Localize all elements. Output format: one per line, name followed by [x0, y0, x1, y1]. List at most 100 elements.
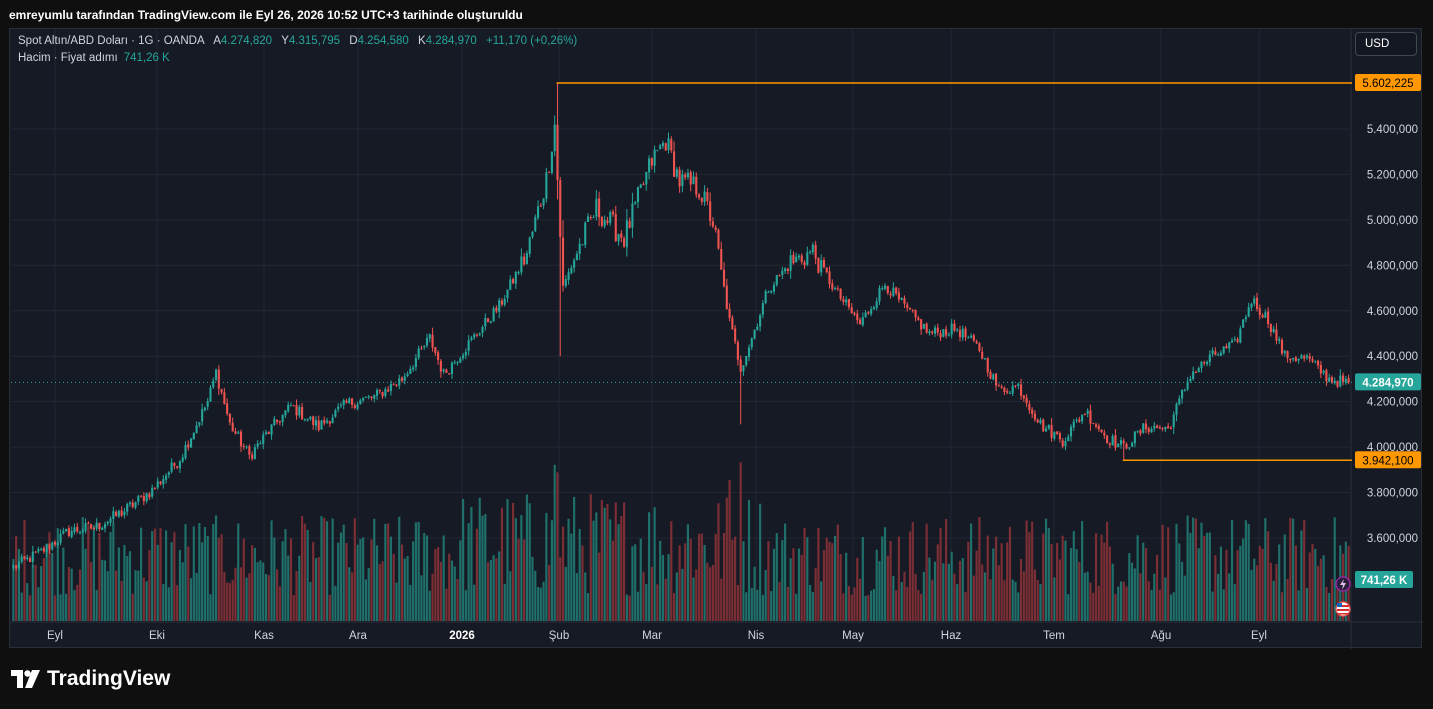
candle-down: [242, 446, 245, 448]
candle-down: [1139, 430, 1142, 434]
volume-bar-down: [714, 533, 717, 621]
volume-bar-down: [1255, 565, 1259, 621]
volume-bar-up: [359, 538, 362, 621]
candle-up: [425, 338, 429, 346]
us-flag-event-icon[interactable]: [1335, 601, 1351, 617]
volume-bar-up: [675, 572, 678, 621]
candle-down: [28, 558, 32, 563]
candle-up: [214, 369, 218, 380]
currency-button[interactable]: USD: [1355, 32, 1417, 56]
volume-bar-down: [267, 575, 270, 621]
candle-down: [989, 371, 992, 379]
candle-down: [434, 347, 437, 353]
volume-bar-down: [650, 566, 653, 621]
candle-up: [631, 203, 634, 228]
candle-down: [778, 275, 781, 277]
volume-bar-up: [1044, 518, 1048, 621]
volume-bar-up: [578, 529, 581, 621]
volume-bar-down: [997, 565, 1000, 621]
volume-bar-down: [312, 541, 315, 621]
volume-bar-up: [270, 520, 273, 621]
candle-up: [470, 337, 473, 340]
volume-bar-up: [659, 540, 662, 621]
candle-up: [423, 345, 426, 348]
candle-down: [220, 389, 223, 393]
volume-bar-up: [314, 558, 318, 621]
volume-bar-down: [778, 582, 781, 621]
candle-up: [1250, 303, 1253, 308]
volume-bar-down: [906, 586, 909, 621]
chart-frame[interactable]: 5.602,225 3.942,100 4.284,970 741,26 K 3.600…: [9, 28, 1423, 649]
candle-down: [709, 201, 712, 222]
candle-down: [67, 528, 70, 537]
volume-bar-down: [853, 587, 856, 621]
volume-bar-up: [367, 568, 370, 621]
candle-down: [1267, 311, 1270, 324]
price-chart[interactable]: 5.602,225 3.942,100 4.284,970 741,26 K 3.600…: [10, 29, 1423, 649]
candle-up: [289, 405, 293, 407]
candle-up: [1053, 431, 1056, 439]
price-label-box: [1355, 451, 1421, 469]
candle-up: [339, 404, 343, 406]
tradingview-logo-icon: [11, 670, 40, 688]
candle-up: [1192, 371, 1195, 380]
volume-bar-up: [1192, 517, 1195, 621]
candle-down: [964, 328, 967, 338]
volume-bar-up: [1186, 515, 1189, 621]
lightning-event-icon[interactable]: [1335, 576, 1351, 592]
candle-up: [473, 334, 476, 338]
candle-up: [1264, 312, 1267, 318]
volume-bar-up: [864, 595, 867, 621]
volume-bar-up: [667, 554, 670, 621]
volume-bar-down: [115, 570, 118, 621]
volume-bar-down: [153, 528, 157, 621]
candle-down: [1003, 387, 1006, 392]
candle-up: [26, 557, 29, 560]
volume-bar-up: [770, 591, 773, 621]
candle-up: [770, 290, 773, 293]
volume-bar-down: [614, 502, 617, 621]
candle-down: [822, 259, 826, 268]
candle-down: [978, 343, 981, 351]
flag-stripe: [1337, 609, 1349, 611]
x-tick-label: Haz: [941, 630, 962, 642]
candle-down: [728, 308, 731, 318]
candle-down: [839, 288, 842, 300]
volume-bar-down: [392, 553, 395, 621]
volume-bar-down: [234, 567, 237, 621]
candle-down: [173, 463, 176, 466]
volume-bar-down: [437, 547, 440, 621]
candle-up: [1136, 430, 1139, 432]
volume-bar-down: [1006, 542, 1009, 621]
candle-up: [320, 420, 323, 430]
candle-down: [1167, 426, 1170, 429]
candle-up: [51, 542, 54, 550]
volume-bar-up: [764, 570, 767, 621]
candle-up: [659, 145, 662, 150]
volume-legend-label[interactable]: Hacim · Fiyat adımı: [18, 52, 118, 64]
volume-bar-down: [387, 523, 390, 621]
tradingview-logo[interactable]: TradingView: [11, 667, 170, 691]
candle-up: [517, 272, 520, 274]
volume-bar-down: [445, 588, 448, 621]
volume-bar-up: [62, 547, 65, 621]
candle-up: [1283, 350, 1286, 354]
candle-up: [872, 307, 875, 310]
volume-bar-down: [1155, 554, 1159, 621]
candle-up: [1150, 428, 1153, 433]
volume-bar-up: [1300, 530, 1303, 621]
symbol-description[interactable]: Spot Altın/ABD Doları · 1G · OANDA: [18, 35, 204, 47]
volume-bar-down: [967, 541, 970, 621]
volume-bar-down: [822, 550, 826, 621]
volume-bar-down: [897, 536, 900, 621]
candle-down: [792, 254, 795, 264]
candle-down: [392, 384, 395, 386]
candle-down: [589, 217, 592, 219]
candle-down: [731, 317, 734, 330]
candle-up: [1133, 431, 1136, 444]
volume-bar-up: [442, 535, 445, 621]
price-label-box: [1355, 74, 1421, 91]
candle-down: [278, 421, 281, 423]
volume-bar-down: [173, 532, 176, 621]
candle-up: [367, 396, 370, 398]
